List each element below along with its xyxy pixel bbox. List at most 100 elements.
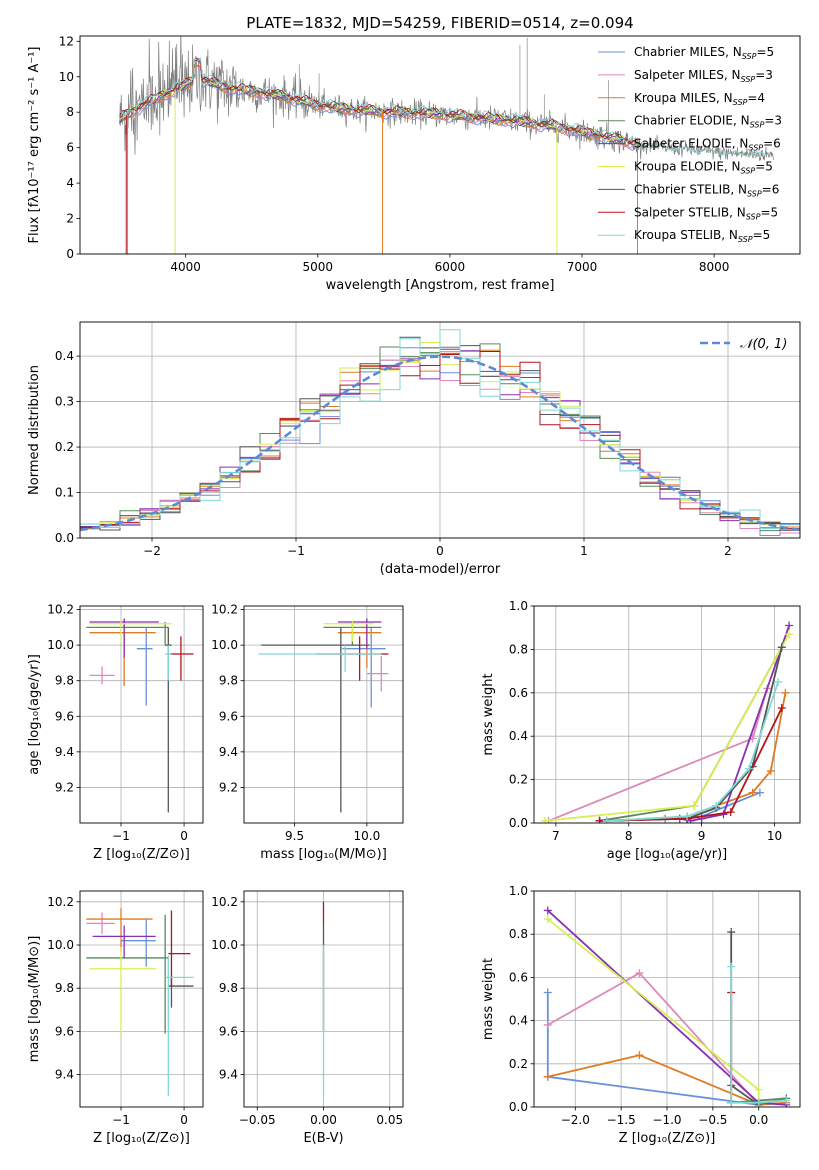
- errorbar-point: [261, 627, 370, 813]
- errorbar-point: [89, 947, 156, 1034]
- model-spectrum-line: [119, 58, 637, 146]
- plot-area: [534, 606, 800, 823]
- y-tick-label: 10.2: [47, 603, 74, 617]
- data-layer: [80, 329, 800, 538]
- series-line: [606, 681, 779, 822]
- plus-marker: [744, 764, 753, 773]
- model-spectrum-line: [119, 57, 637, 143]
- y-axis-label: mass weight: [481, 673, 496, 755]
- y-tick-label: 9.8: [55, 981, 74, 995]
- plus-marker: [727, 928, 736, 937]
- y-axis-label: mass [log₁₀(M/M⊙)]: [27, 936, 42, 1063]
- y-tick-label: 9.2: [219, 780, 238, 794]
- plus-marker: [543, 988, 552, 997]
- y-tick-label: 0.8: [509, 642, 528, 656]
- errorbar-point: [89, 620, 172, 642]
- axes-frame: [243, 605, 404, 824]
- plus-marker: [755, 788, 764, 797]
- y-tick-label: 9.8: [55, 674, 74, 688]
- plus-marker: [543, 1072, 552, 1081]
- errorbar-point: [342, 627, 386, 708]
- errorbar-point: [121, 919, 156, 967]
- y-axis-label: mass weight: [481, 958, 496, 1040]
- y-tick-label: 9.4: [219, 745, 238, 759]
- x-tick-label: 10: [767, 829, 782, 843]
- x-axis-label: age [log₁₀(age/yr)]: [607, 847, 728, 862]
- y-tick-label: 9.8: [219, 674, 238, 688]
- histogram-step: [80, 329, 800, 538]
- axes-residuals: −2 −1 0 1 2 0.0 0.1 0.2 0.3 0.4 (data-model)/error…: [27, 321, 801, 577]
- x-tick-label: 9: [698, 829, 706, 843]
- errorbar-point: [86, 908, 153, 952]
- legend-label: 𝒩(0, 1): [740, 337, 787, 352]
- axes-frame: [79, 35, 801, 255]
- axes-massweight_vs_Z: −2.0 −1.5 −1.0 −0.5 0.0 0.0 0.2 0.4 0.6 0.8 1.0 Z […: [481, 884, 801, 1146]
- y-tick-label: 0.4: [509, 729, 528, 743]
- errorbar-point: [258, 645, 382, 672]
- x-tick-label: 7: [552, 829, 560, 843]
- data-layer: [543, 906, 791, 1107]
- plus-marker: [754, 1098, 763, 1107]
- data-layer: [86, 618, 194, 813]
- legend-label: Salpeter STELIB, NSSP=5: [634, 205, 778, 221]
- plot-area: [534, 891, 800, 1107]
- x-tick-label: 0.05: [376, 1113, 403, 1127]
- x-tick-label: 10.0: [354, 829, 381, 843]
- plus-marker: [774, 677, 783, 686]
- x-tick-label: −1.5: [607, 1113, 636, 1127]
- y-tick-label: 9.6: [219, 1024, 238, 1038]
- x-tick-label: 0: [180, 1113, 188, 1127]
- legend-label: Kroupa ELODIE, NSSP=5: [634, 160, 773, 176]
- y-tick-label: 0.2: [509, 773, 528, 787]
- normal-reference-curve: [80, 355, 800, 532]
- model-spectrum-line: [119, 58, 637, 145]
- axes-frame: [243, 890, 404, 1108]
- errorbar-point: [89, 666, 115, 685]
- x-tick-label: −1: [112, 1113, 130, 1127]
- errorbar-point: [168, 910, 191, 987]
- x-tick-label: 4000: [170, 260, 201, 274]
- plot-area: [80, 891, 203, 1107]
- plus-marker: [781, 688, 790, 697]
- y-tick-label: 9.6: [55, 709, 74, 723]
- y-axis-label: Flux [fλ10⁻¹⁷ erg cm⁻² s⁻¹ A⁻¹]: [27, 47, 42, 244]
- y-tick-label: 0.4: [55, 349, 74, 363]
- errorbar-point: [86, 912, 115, 935]
- plot-area: [119, 36, 774, 254]
- y-tick-label: 8: [66, 105, 74, 119]
- axes-mass_vs_Z: −1 0 9.4 9.6 9.8 10.0 10.2 Z [log₁₀(Z/Z⊙)] mass …: [27, 890, 204, 1146]
- y-tick-label: 10.0: [211, 638, 238, 652]
- y-tick-label: 10.0: [47, 938, 74, 952]
- axes-age_vs_Z: −1 0 9.2 9.4 9.6 9.8 10.0 10.2 Z [log₁₀(Z/Z⊙)] ag…: [27, 603, 204, 862]
- y-axis-label: Normed distribution: [27, 365, 42, 495]
- x-axis-label: Z [log₁₀(Z/Z⊙)]: [619, 1131, 716, 1146]
- y-tick-label: 0.8: [509, 927, 528, 941]
- y-tick-label: 6: [66, 141, 74, 155]
- plus-marker: [543, 1020, 552, 1029]
- legend-label: Salpeter ELODIE, NSSP=6: [634, 137, 781, 153]
- x-tick-label: 0: [436, 544, 444, 558]
- data-layer: [540, 621, 794, 823]
- y-tick-label: 10.2: [211, 895, 238, 909]
- series-line: [547, 971, 760, 1106]
- model-spectrum-extension: [634, 140, 767, 157]
- errorbar-point: [86, 622, 169, 646]
- axes-frame: [533, 605, 801, 824]
- y-tick-label: 0.6: [509, 686, 528, 700]
- errorbar-point: [89, 618, 159, 658]
- x-tick-label: 9.5: [285, 829, 304, 843]
- axes-mass_vs_EBV: −0.05 0.00 0.05 9.4 9.6 9.8 10.0 10.2 E(B-V): [211, 890, 404, 1146]
- y-tick-label: 9.4: [219, 1068, 238, 1082]
- x-tick-label: 6000: [435, 260, 466, 274]
- plus-marker: [777, 643, 786, 652]
- x-tick-label: 8: [625, 829, 633, 843]
- plot-area: [244, 891, 403, 1107]
- x-tick-label: −1.0: [652, 1113, 681, 1127]
- x-axis-label: E(B-V): [303, 1131, 343, 1146]
- plus-marker: [748, 788, 757, 797]
- plus-marker: [766, 766, 775, 775]
- y-tick-label: 10: [59, 70, 74, 84]
- errorbar-point: [165, 645, 172, 681]
- grid: [244, 606, 403, 823]
- axes-frame: [533, 890, 801, 1108]
